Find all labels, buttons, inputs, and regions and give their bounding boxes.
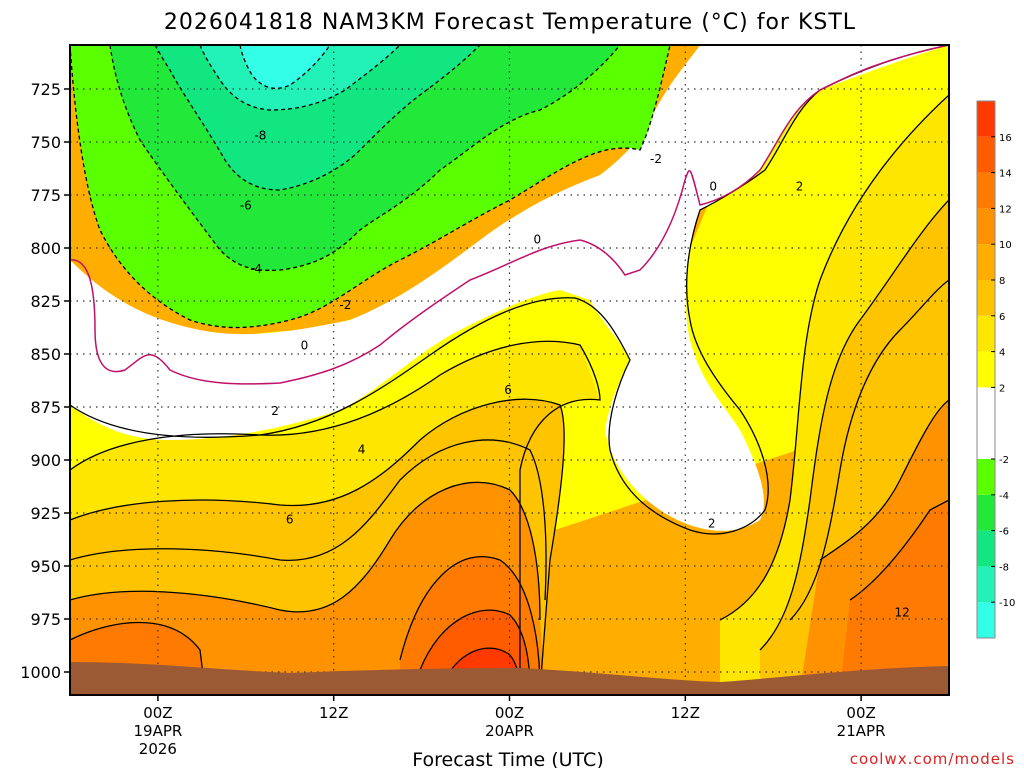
gridlines [70, 45, 949, 695]
contour-label: -2 [339, 298, 351, 312]
colorbar-swatch [977, 101, 995, 137]
contour-label: 2 [708, 517, 716, 531]
contour-label: 6 [286, 512, 294, 526]
x-tick-label: 12Z [671, 704, 700, 722]
contour-label: -8 [254, 129, 266, 143]
contour-8-right [789, 279, 949, 621]
contour-10 [70, 481, 541, 621]
ground-surface [70, 662, 949, 695]
y-tick-label: 825 [30, 292, 61, 311]
colorbar-label: 16 [999, 133, 1012, 144]
y-tick-label: 725 [30, 80, 61, 99]
colorbar-swatch [977, 459, 995, 495]
contour-8 [70, 439, 547, 601]
colorbar-label: -2 [999, 455, 1009, 466]
colorbar-swatch [977, 494, 995, 531]
colorbar-swatch [977, 602, 995, 638]
contour-minus4 [109, 45, 621, 271]
colorbar-label: 14 [999, 169, 1012, 180]
contour-label: -6 [240, 199, 252, 213]
x-axis-label: Forecast Time (UTC) [412, 749, 603, 768]
contour-6 [70, 398, 565, 691]
y-tick-label: 750 [30, 133, 61, 152]
y-tick-label: 1000 [20, 663, 61, 682]
x-tick-label: 21APR [837, 722, 886, 740]
contour-label: 2 [796, 180, 804, 194]
contour-label: 4 [358, 442, 366, 456]
colorbar-swatch [977, 315, 995, 352]
contour-4 [70, 340, 601, 690]
contour-12 [70, 621, 206, 691]
contour-label: 6 [504, 383, 512, 397]
y-tick-label: 875 [30, 398, 61, 417]
contour-label: -2 [650, 152, 662, 166]
y-tick-label: 950 [30, 557, 61, 576]
x-tick-label: 20APR [485, 722, 534, 740]
y-tick-label: 925 [30, 504, 61, 523]
band-minus2-to-2 [70, 45, 949, 531]
x-tick-label: 00Z [495, 704, 524, 722]
contour-label: 0 [534, 233, 542, 247]
x-tick-label: 19APR [133, 722, 182, 740]
band-minus12-to-minus10 [240, 45, 330, 89]
y-tick-label: 900 [30, 451, 61, 470]
contour-minus8 [199, 45, 401, 111]
contour-labels: -8 -6 -4 -2 -2 0 0 0 2 2 2 4 6 6 12 [240, 129, 910, 620]
x-tick-label: 00Z [846, 704, 875, 722]
colorbar-swatch [977, 351, 995, 388]
x-tick-label: 12Z [319, 704, 348, 722]
contour-2 [70, 45, 949, 535]
colorbar-label: -4 [999, 491, 1009, 502]
colorbar-label: -6 [999, 527, 1009, 538]
contour-minus6 [154, 45, 481, 191]
contour-14 [419, 609, 531, 691]
colorbar-swatch [977, 530, 995, 567]
y-tick-label: 975 [30, 610, 61, 629]
contour-label: 2 [271, 404, 279, 418]
colorbar-swatch [977, 280, 995, 316]
colorbar-label: -10 [999, 598, 1015, 609]
colorbar-swatch [977, 136, 995, 173]
colorbar-swatch [977, 566, 995, 603]
colorbar-label: -8 [999, 562, 1009, 573]
colorbar-label: 2 [999, 383, 1005, 394]
colorbar-frame [976, 100, 996, 639]
y-tick-label: 800 [30, 239, 61, 258]
y-tick-label: 775 [30, 186, 61, 205]
credit-link[interactable]: coolwx.com/models [850, 750, 1015, 768]
colorbar-label: 4 [999, 348, 1005, 359]
contour-lines [70, 45, 949, 691]
x-tick-label: 00Z [143, 704, 172, 722]
colorbar-label: 6 [999, 312, 1005, 323]
contour-label: 12 [894, 606, 909, 620]
contour-4-right [719, 94, 949, 621]
colorbar-swatch [977, 208, 995, 245]
contour-label: 0 [301, 339, 309, 353]
contour-6-right [759, 199, 949, 651]
colorbar-label: 8 [999, 276, 1005, 287]
x-tick-label: 2026 [139, 740, 177, 758]
y-tick-label: 850 [30, 345, 61, 364]
colorbar-swatch [977, 387, 995, 459]
contour-minus10 [239, 45, 331, 89]
y-axis: 725 750 775 800 825 850 875 900 925 950 975 1000 [20, 80, 70, 682]
colorbar-swatch [977, 172, 995, 209]
contour-0 [70, 45, 949, 385]
chart-title: 2026041818 NAM3KM Forecast Temperature (… [164, 10, 856, 35]
contour-label: -4 [250, 262, 262, 276]
colorbar-swatch [977, 244, 995, 280]
colorbar-label: 10 [999, 240, 1012, 251]
contour-12-mid [399, 555, 541, 691]
contour-10-right [819, 399, 949, 561]
plot-area [70, 45, 949, 695]
colorbar-label: 12 [999, 204, 1012, 215]
contour-label: 0 [709, 180, 717, 194]
band-12-to-14-right [840, 500, 949, 690]
colorbar: -10 -8 -6 -4 -2 2 4 6 8 10 12 14 16 [976, 100, 1015, 639]
